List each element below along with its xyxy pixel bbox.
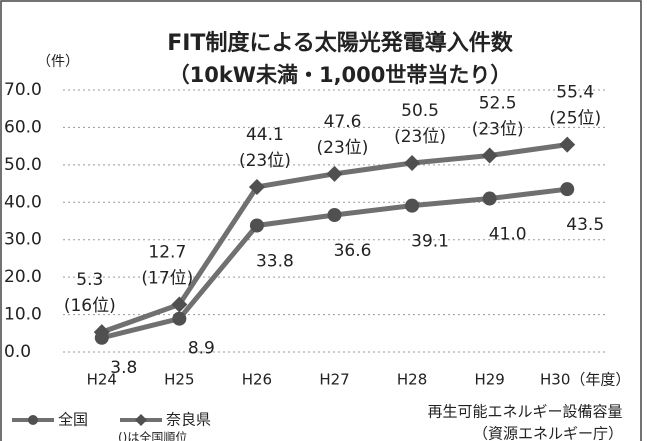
data-label: 3.8 — [110, 358, 137, 378]
y-tick-label: 30.0 — [4, 230, 42, 250]
data-label: 52.5 — [479, 94, 517, 114]
data-label: 39.1 — [411, 232, 449, 252]
legend-label: 全国 — [58, 411, 88, 429]
data-point — [172, 311, 187, 326]
y-tick-label: 10.0 — [4, 305, 42, 325]
rank-label: (25位) — [549, 109, 601, 129]
data-label: 44.1 — [246, 125, 284, 145]
data-label: 50.5 — [401, 101, 439, 121]
x-tick-label: H29 — [474, 371, 504, 389]
y-tick-label: 0.0 — [4, 342, 31, 362]
rank-label: (23位) — [317, 138, 369, 158]
x-tick-label: H26 — [242, 371, 272, 389]
legend-marker — [28, 415, 38, 425]
data-point — [171, 296, 188, 313]
data-label: 36.6 — [334, 241, 372, 261]
x-tick-label: H24 — [87, 371, 117, 389]
data-point — [482, 191, 497, 206]
rank-label: (23位) — [472, 120, 524, 140]
x-tick-label: H25 — [164, 371, 194, 389]
data-label: 55.4 — [556, 83, 594, 103]
y-tick-label: 20.0 — [4, 267, 42, 287]
data-point — [405, 198, 420, 213]
legend-label: 奈良県 — [166, 411, 211, 429]
data-point — [481, 147, 498, 164]
y-tick-label: 40.0 — [4, 192, 42, 212]
x-tick-label: H28 — [397, 371, 427, 389]
x-tick-label: H30（年度） — [540, 371, 630, 389]
rank-label: (23位) — [239, 151, 291, 171]
chart-subtitle: （10kW未満・1,000世帯当たり） — [169, 63, 512, 87]
data-label: 5.3 — [76, 270, 103, 290]
legend-marker — [135, 414, 147, 426]
data-label: 43.5 — [566, 215, 604, 235]
rank-label: (17位) — [141, 268, 193, 288]
data-label: 8.9 — [188, 339, 215, 359]
data-point — [404, 154, 421, 171]
data-point — [249, 218, 264, 233]
rank-label: (23位) — [394, 127, 446, 147]
data-label: 41.0 — [489, 225, 527, 245]
y-tick-label: 50.0 — [4, 155, 42, 175]
legend-note: ()は全国順位 — [118, 430, 187, 441]
data-label: 47.6 — [324, 112, 362, 132]
x-tick-label: H27 — [319, 371, 349, 389]
y-axis-label: （件） — [37, 54, 79, 70]
data-point — [93, 324, 110, 341]
data-point — [559, 136, 576, 153]
source: 再生可能エネルギー設備容量 — [427, 403, 622, 421]
data-point — [560, 182, 575, 197]
data-label: 33.8 — [256, 251, 294, 271]
data-point — [248, 178, 265, 195]
y-tick-label: 60.0 — [4, 117, 42, 137]
rank-label: (16位) — [64, 296, 116, 316]
chart-title: FIT制度による太陽光発電導入件数 — [167, 30, 514, 56]
y-tick-label: 70.0 — [4, 80, 42, 100]
data-label: 12.7 — [148, 242, 186, 262]
data-point — [327, 208, 342, 223]
data-point — [326, 165, 343, 182]
source: （資源エネルギー庁） — [473, 425, 623, 441]
